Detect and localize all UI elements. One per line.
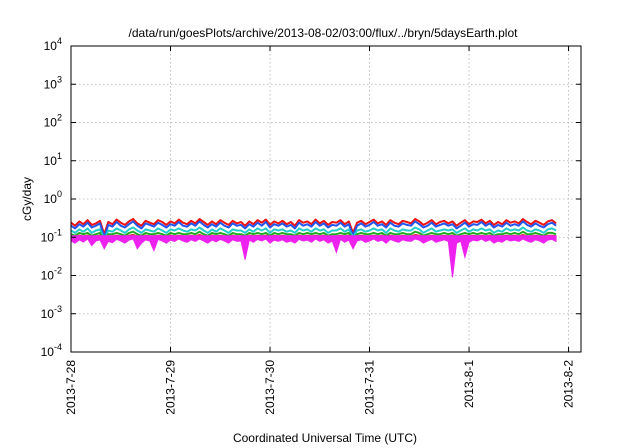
y-tick-label: 100 xyxy=(44,189,62,206)
y-tick-label: 10-1 xyxy=(41,227,62,244)
y-tick-label: 102 xyxy=(44,113,62,130)
y-axis-label: cGy/day xyxy=(20,177,34,221)
y-tick-label: 101 xyxy=(44,151,62,168)
x-axis-label: Coordinated Universal Time (UTC) xyxy=(233,431,417,445)
x-tick-label: 2013-7-28 xyxy=(64,360,78,415)
y-axis: 10-4 10-3 10-2 10-1 100 101 102 103 104 xyxy=(41,36,581,359)
y-tick-label: 10-4 xyxy=(41,342,62,359)
series-area xyxy=(70,235,557,278)
y-tick-label: 103 xyxy=(44,74,62,91)
x-tick-label: 2013-7-30 xyxy=(263,360,277,415)
chart-title: /data/run/goesPlots/archive/2013-08-02/0… xyxy=(129,26,519,40)
series-line xyxy=(70,218,557,236)
x-tick-label: 2013-8-2 xyxy=(562,360,576,408)
x-axis: 2013-7-28 2013-7-29 2013-7-30 2013-7-31 2013… xyxy=(64,46,576,415)
y-tick-label: 10-2 xyxy=(41,266,62,283)
x-tick-label: 2013-7-31 xyxy=(363,360,377,415)
series-line xyxy=(70,226,557,240)
x-tick-label: 2013-8-1 xyxy=(462,360,476,408)
x-tick-label: 2013-7-29 xyxy=(164,360,178,415)
y-tick-label: 104 xyxy=(44,36,62,53)
y-tick-label: 10-3 xyxy=(41,304,62,321)
series-layer xyxy=(70,218,557,278)
grid xyxy=(71,46,581,352)
series-line xyxy=(70,220,557,239)
series-line xyxy=(70,230,557,242)
